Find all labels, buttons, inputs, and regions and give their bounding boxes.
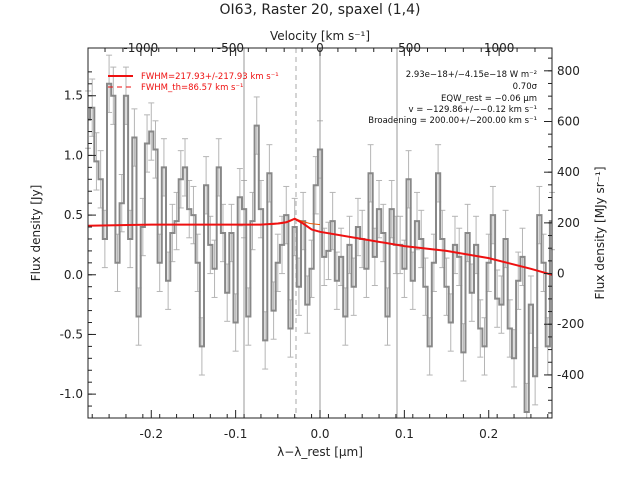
right-tick-label: 600 (557, 114, 580, 128)
x-tick-label: 0.2 (479, 427, 498, 441)
chart-title: OI63, Raster 20, spaxel (1,4) (220, 2, 421, 18)
right-tick-label: 400 (557, 165, 580, 179)
annotation-broadening: Broadening = 200.00+/−200.00 km s⁻¹ (368, 116, 537, 126)
annotation-velocity: v = −129.86+/−−0.12 km s⁻¹ (408, 105, 537, 115)
legend-label-fwhm: FWHM=217.93+/-217.93 km s⁻¹ (141, 72, 279, 82)
y-tick-label: 1.5 (64, 89, 83, 103)
y-tick-label: 1.0 (64, 148, 83, 162)
x-axis-label: λ−λ_rest [μm] (277, 445, 363, 459)
y-tick-label: 0.5 (64, 208, 83, 222)
plot-marks (87, 82, 553, 413)
y-axis-label: Flux density [Jy] (29, 185, 43, 282)
right-tick-label: 200 (557, 216, 580, 230)
right-tick-label: 800 (557, 64, 580, 78)
right-axis-label: Flux density [MJy sr⁻¹] (593, 166, 607, 299)
x-tick-label: -0.1 (224, 427, 247, 441)
top-axis-label: Velocity [km s⁻¹] (270, 29, 370, 43)
y-tick-label: -0.5 (60, 327, 83, 341)
right-tick-label: -200 (557, 317, 584, 331)
annotations: 2.93e−18+/−4.15e−18 W m⁻² 0.70σ EQW_rest… (368, 70, 537, 126)
x-tick-label: 0.1 (395, 427, 414, 441)
y-tick-label: 0.0 (64, 268, 83, 282)
legend-label-fwhm-th: FWHM_th=86.57 km s⁻¹ (141, 83, 243, 93)
x-tick-label: -0.2 (140, 427, 163, 441)
fit-line (87, 217, 553, 276)
annotation-flux: 2.93e−18+/−4.15e−18 W m⁻² (406, 70, 537, 80)
annotation-eqw: EQW_rest = −0.06 μm (441, 94, 537, 104)
legend: FWHM=217.93+/-217.93 km s⁻¹ FWHM_th=86.5… (108, 72, 279, 93)
right-tick-label: 0 (557, 267, 565, 281)
ticks: -0.2-0.10.00.10.2-1000-50005001000-1.0-0… (60, 41, 585, 441)
spectrum-step-line (88, 82, 552, 413)
right-tick-label: -400 (557, 368, 584, 382)
y-tick-label: -1.0 (60, 387, 83, 401)
x-tick-label: 0.0 (310, 427, 329, 441)
annotation-sigma: 0.70σ (513, 82, 538, 92)
